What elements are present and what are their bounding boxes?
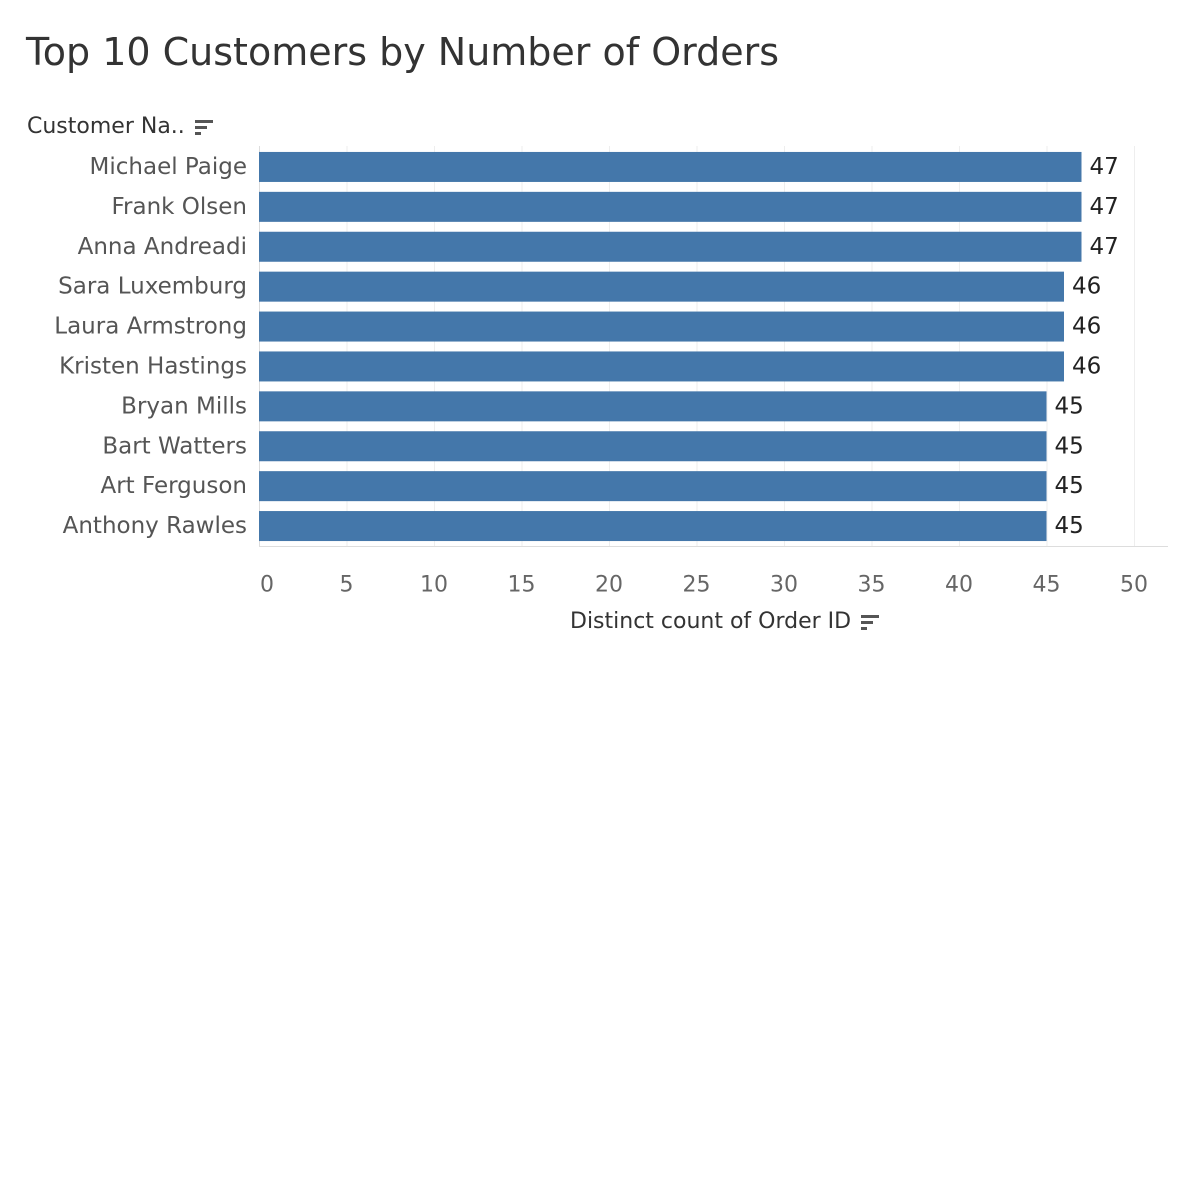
bar[interactable] (259, 351, 1064, 382)
bar[interactable] (259, 191, 1082, 222)
chart-title: Top 10 Customers by Number of Orders (26, 30, 780, 74)
x-tick-label: 40 (945, 573, 973, 598)
bar[interactable] (259, 431, 1047, 462)
data-label: 45 (1055, 393, 1084, 419)
x-tick-label: 50 (1120, 573, 1148, 598)
category-label: Anna Andreadi (78, 234, 247, 260)
x-tick-label: 15 (508, 573, 536, 598)
bar[interactable] (259, 311, 1064, 342)
x-axis-title: Distinct count of Order ID (570, 609, 881, 634)
data-label: 47 (1090, 154, 1119, 180)
x-tick-label: 0 (260, 573, 274, 598)
category-label: Anthony Rawles (63, 513, 247, 539)
x-tick-label: 30 (770, 573, 798, 598)
x-tick-label: 45 (1033, 573, 1061, 598)
sort-icon[interactable] (861, 613, 881, 631)
category-label: Kristen Hastings (59, 353, 247, 379)
category-label: Bryan Mills (121, 393, 247, 419)
x-tick-label: 35 (858, 573, 886, 598)
x-tick-label: 10 (420, 573, 448, 598)
value-labels: 47 47 47 46 46 46 45 45 45 45 (1055, 154, 1119, 539)
row-header: Customer Na.. (27, 114, 215, 139)
bar[interactable] (259, 151, 1082, 182)
bar[interactable] (259, 511, 1047, 542)
data-label: 46 (1072, 314, 1101, 340)
data-label: 47 (1090, 194, 1119, 220)
category-label: Art Ferguson (100, 473, 247, 499)
bar[interactable] (259, 271, 1064, 302)
bar[interactable] (259, 391, 1047, 422)
data-label: 47 (1090, 234, 1119, 260)
data-label: 45 (1055, 513, 1084, 539)
bars (259, 151, 1082, 542)
bar[interactable] (259, 471, 1047, 502)
x-axis-ticks: 0 5 10 15 20 25 30 35 40 45 50 (260, 573, 1148, 598)
data-label: 46 (1072, 274, 1101, 300)
data-label: 45 (1055, 473, 1084, 499)
x-axis-title-label: Distinct count of Order ID (570, 609, 852, 634)
data-label: 46 (1072, 353, 1101, 379)
bar[interactable] (259, 231, 1082, 262)
x-tick-label: 5 (340, 573, 354, 598)
sort-icon[interactable] (194, 118, 215, 136)
category-label: Sara Luxemburg (58, 274, 247, 300)
row-header-label: Customer Na.. (27, 114, 185, 139)
category-label: Michael Paige (90, 154, 247, 180)
x-tick-label: 25 (683, 573, 711, 598)
category-label: Frank Olsen (111, 194, 247, 220)
category-label: Laura Armstrong (54, 314, 247, 340)
x-tick-label: 20 (595, 573, 623, 598)
data-label: 45 (1055, 433, 1084, 459)
category-labels: Michael Paige Frank Olsen Anna Andreadi Sar… (54, 154, 247, 539)
category-label: Bart Watters (102, 433, 247, 459)
